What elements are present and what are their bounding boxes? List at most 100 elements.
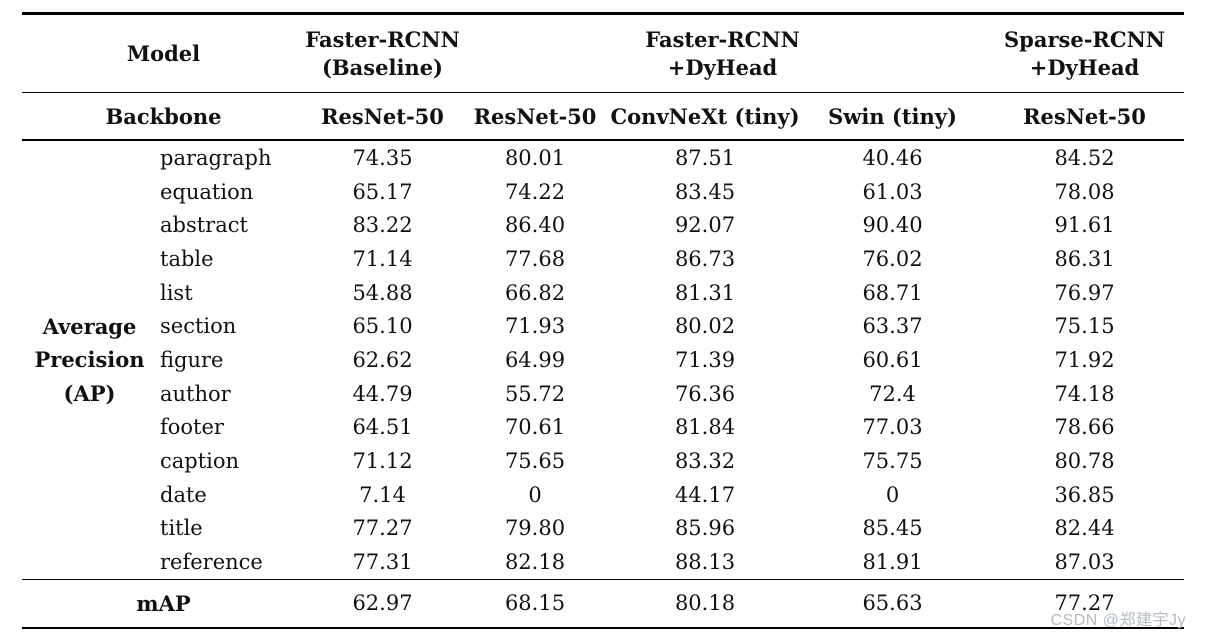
table-row: date 7.14 0 44.17 0 36.85 bbox=[22, 478, 1184, 512]
ap-value-cell: 85.45 bbox=[862, 516, 923, 541]
ap-value-cell: 55.72 bbox=[504, 381, 566, 406]
backbone-col-5: ResNet-50 bbox=[985, 92, 1184, 141]
ap-value-cell: 77.31 bbox=[352, 550, 413, 575]
ap-value-cell: 87.51 bbox=[674, 145, 736, 170]
ap-value-cell: 82.18 bbox=[504, 550, 566, 575]
ap-value-cell: 44.79 bbox=[352, 381, 413, 406]
category-cell: caption bbox=[160, 449, 240, 474]
map-label: mAP bbox=[22, 578, 305, 628]
ap-value-cell: 81.31 bbox=[674, 280, 736, 305]
table-row: equation 65.17 74.22 83.45 61.03 78.08 bbox=[22, 175, 1184, 209]
ap-value-cell: 78.08 bbox=[1054, 179, 1115, 204]
ap-value-cell: 71.93 bbox=[504, 314, 566, 339]
ap-value-cell: 71.14 bbox=[352, 246, 413, 271]
table-row: figure 62.62 64.99 71.39 60.61 71.92 bbox=[22, 343, 1184, 377]
category-cell: figure bbox=[160, 347, 224, 372]
backbone-header-label: Backbone bbox=[22, 92, 305, 141]
map-value-cell: 77.27 bbox=[985, 578, 1184, 628]
ap-value-cell: 74.18 bbox=[1054, 381, 1115, 406]
ap-value-cell: 76.97 bbox=[1054, 280, 1115, 305]
row-group-label-average-precision: Average Precision (AP) bbox=[34, 314, 145, 406]
table-row: footer 64.51 70.61 81.84 77.03 78.66 bbox=[22, 411, 1184, 445]
ap-value-cell: 0 bbox=[528, 482, 542, 507]
backbone-col-4: Swin (tiny) bbox=[800, 92, 985, 141]
category-cell: section bbox=[160, 314, 237, 339]
ap-value-cell: 65.10 bbox=[352, 314, 413, 339]
ap-value-cell: 79.80 bbox=[504, 516, 566, 541]
ap-value-cell: 60.61 bbox=[862, 347, 923, 372]
ap-value-cell: 54.88 bbox=[352, 280, 413, 305]
table-row: Average Precision (AP) paragraph 74.35 8… bbox=[22, 140, 1184, 406]
map-row: mAP 62.97 68.15 80.18 65.63 77.27 bbox=[22, 578, 1184, 628]
ap-value-cell: 70.61 bbox=[504, 415, 566, 440]
ap-value-cell: 75.75 bbox=[862, 449, 923, 474]
ap-value-cell: 74.35 bbox=[352, 145, 413, 170]
ap-value-cell: 62.62 bbox=[352, 347, 413, 372]
category-cell: date bbox=[160, 482, 207, 507]
ap-value-cell: 64.51 bbox=[352, 415, 413, 440]
model-header-label: Model bbox=[22, 13, 305, 93]
ap-value-cell: 77.68 bbox=[504, 246, 566, 271]
ap-value-cell: 44.17 bbox=[674, 482, 736, 507]
ap-value-cell: 83.32 bbox=[674, 449, 736, 474]
ap-value-cell: 91.61 bbox=[1054, 213, 1115, 238]
category-cell: list bbox=[160, 280, 193, 305]
table-row: reference 77.31 82.18 88.13 81.91 87.03 bbox=[22, 545, 1184, 579]
table-row: section 65.10 71.93 80.02 63.37 75.15 bbox=[22, 309, 1184, 343]
table-row: caption 71.12 75.65 83.32 75.75 80.78 bbox=[22, 444, 1184, 478]
map-value-cell: 80.18 bbox=[610, 578, 800, 628]
ap-value-cell: 65.17 bbox=[352, 179, 413, 204]
ap-value-cell: 85.96 bbox=[674, 516, 736, 541]
ap-value-cell: 84.52 bbox=[1054, 145, 1115, 170]
ap-value-cell: 36.85 bbox=[1054, 482, 1115, 507]
table-row: list 54.88 66.82 81.31 68.71 76.97 bbox=[22, 276, 1184, 310]
header-row-model: Model Faster-RCNN (Baseline) Faster-RCNN… bbox=[22, 13, 1184, 93]
map-value-cell: 65.63 bbox=[800, 578, 985, 628]
category-cell: equation bbox=[160, 179, 254, 204]
map-value-cell: 68.15 bbox=[460, 578, 610, 628]
ap-value-cell: 80.78 bbox=[1054, 449, 1115, 474]
ap-value-cell: 81.91 bbox=[862, 550, 923, 575]
ap-value-cell: 71.39 bbox=[674, 347, 736, 372]
ap-value-cell: 74.22 bbox=[504, 179, 566, 204]
ap-value-cell: 7.14 bbox=[359, 482, 406, 507]
ap-value-cell: 64.99 bbox=[504, 347, 566, 372]
ap-value-cell: 77.03 bbox=[862, 415, 923, 440]
ap-value-cell: 0 bbox=[885, 482, 900, 507]
backbone-col-2: ResNet-50 bbox=[460, 92, 610, 141]
ap-value-cell: 76.02 bbox=[862, 246, 923, 271]
ap-value-cell: 40.46 bbox=[862, 145, 923, 170]
ap-value-cell: 83.22 bbox=[352, 213, 413, 238]
ap-value-cell: 71.12 bbox=[352, 449, 413, 474]
results-table-container: Model Faster-RCNN (Baseline) Faster-RCNN… bbox=[22, 12, 1184, 629]
category-cell: paragraph bbox=[160, 145, 272, 170]
category-cell: table bbox=[160, 246, 214, 271]
ap-value-cell: 87.03 bbox=[1054, 550, 1115, 575]
table-row: author 44.79 55.72 76.36 72.4 74.18 bbox=[22, 377, 1184, 411]
ap-value-cell: 90.40 bbox=[862, 213, 923, 238]
model-group-faster-rcnn-dyhead: Faster-RCNN +DyHead bbox=[460, 13, 985, 93]
ap-value-cell: 80.01 bbox=[504, 145, 566, 170]
ap-value-cell: 75.65 bbox=[504, 449, 566, 474]
table-row: table 71.14 77.68 86.73 76.02 86.31 bbox=[22, 242, 1184, 276]
ap-value-cell: 77.27 bbox=[352, 516, 413, 541]
category-cell: author bbox=[160, 381, 231, 406]
results-table: Model Faster-RCNN (Baseline) Faster-RCNN… bbox=[22, 12, 1184, 629]
ap-value-cell: 76.36 bbox=[674, 381, 736, 406]
table-row: title 77.27 79.80 85.96 85.45 82.44 bbox=[22, 512, 1184, 546]
ap-value-cell: 75.15 bbox=[1054, 314, 1115, 339]
ap-value-cell: 68.71 bbox=[862, 280, 923, 305]
ap-value-cell: 83.45 bbox=[674, 179, 736, 204]
ap-value-cell: 92.07 bbox=[674, 213, 736, 238]
category-cell: title bbox=[160, 516, 203, 541]
model-group-faster-rcnn-baseline: Faster-RCNN (Baseline) bbox=[305, 13, 460, 93]
ap-value-cell: 78.66 bbox=[1054, 415, 1115, 440]
ap-value-cell: 88.13 bbox=[674, 550, 736, 575]
map-value-cell: 62.97 bbox=[305, 578, 460, 628]
ap-value-cell: 63.37 bbox=[862, 314, 923, 339]
backbone-col-3: ConvNeXt (tiny) bbox=[610, 92, 800, 141]
ap-value-cell: 71.92 bbox=[1054, 347, 1115, 372]
model-group-sparse-rcnn-dyhead: Sparse-RCNN +DyHead bbox=[985, 13, 1184, 93]
ap-value-cell: 80.02 bbox=[674, 314, 736, 339]
category-cell: abstract bbox=[160, 213, 248, 238]
